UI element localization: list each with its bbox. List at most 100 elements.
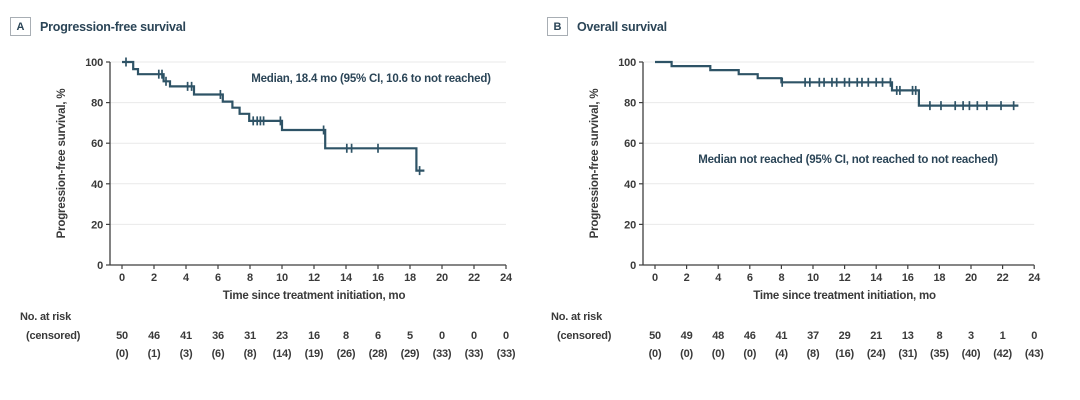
x-axis-title: Time since treatment initiation, mo: [223, 290, 406, 302]
censored-count: (8): [807, 348, 820, 360]
y-tick-label: 60: [91, 138, 103, 150]
y-tick-label: 40: [91, 179, 103, 191]
censored-count: (40): [962, 348, 981, 360]
x-tick-label: 16: [902, 272, 914, 284]
y-tick-label: 40: [624, 179, 636, 191]
at-risk-count: 3: [968, 330, 974, 342]
y-tick-label: 0: [630, 260, 636, 272]
at-risk-count: 46: [148, 330, 160, 342]
at-risk-count: 41: [775, 330, 787, 342]
censored-count: (14): [273, 348, 292, 360]
censored-count: (33): [465, 348, 484, 360]
y-tick-label: 80: [91, 98, 103, 110]
at-risk-count: 16: [308, 330, 320, 342]
survival-curve: [655, 60, 1019, 107]
x-tick-label: 2: [684, 272, 690, 284]
at-risk-count: 37: [807, 330, 819, 342]
at-risk-count: 29: [839, 330, 851, 342]
censored-count: (0): [649, 348, 662, 360]
at-risk-count: 49: [681, 330, 693, 342]
median-annotation: Median not reached (95% CI, not reached …: [698, 154, 998, 166]
censored-count: (6): [212, 348, 225, 360]
at-risk-count: 31: [244, 330, 256, 342]
censored-count: (42): [993, 348, 1012, 360]
panel-a-header: A Progression-free survival: [10, 17, 186, 36]
at-risk-count: 1: [1000, 330, 1006, 342]
censored-count: (0): [680, 348, 693, 360]
censored-count: (43): [1025, 348, 1044, 360]
at-risk-count: 21: [870, 330, 882, 342]
censored-count: (3): [180, 348, 193, 360]
censored-count: (24): [867, 348, 886, 360]
y-axis-title: Progression-free survival, %: [56, 89, 68, 239]
x-tick-label: 24: [500, 272, 513, 284]
at-risk-count: 46: [744, 330, 756, 342]
censored-count: (28): [369, 348, 388, 360]
at-risk-count: 0: [471, 330, 477, 342]
censored-count: (19): [305, 348, 324, 360]
y-tick-label: 20: [91, 219, 103, 231]
panel-b-header: B Overall survival: [547, 17, 667, 36]
at-risk-count: 0: [1031, 330, 1037, 342]
x-tick-label: 10: [276, 272, 288, 284]
x-tick-label: 4: [715, 272, 722, 284]
at-risk-count: 48: [712, 330, 724, 342]
censored-count: (16): [835, 348, 854, 360]
at-risk-count: 0: [503, 330, 509, 342]
at-risk-count: 50: [649, 330, 661, 342]
x-tick-label: 18: [933, 272, 945, 284]
x-tick-label: 0: [652, 272, 658, 284]
panel-b-label-box: B: [547, 17, 568, 36]
x-tick-label: 22: [468, 272, 480, 284]
y-tick-label: 0: [97, 260, 103, 272]
y-axis-title: Progression-free survival, %: [589, 89, 601, 239]
at-risk-count: 6: [375, 330, 381, 342]
y-tick-label: 20: [624, 219, 636, 231]
survival-curve: [122, 60, 425, 172]
y-tick-label: 100: [85, 57, 103, 69]
at-risk-count: 36: [212, 330, 224, 342]
x-tick-label: 14: [870, 272, 883, 284]
x-tick-label: 14: [340, 272, 353, 284]
censored-count: (26): [337, 348, 356, 360]
x-tick-label: 24: [1028, 272, 1041, 284]
censored-count: (1): [148, 348, 161, 360]
at-risk-count: 5: [407, 330, 413, 342]
at-risk-count: 23: [276, 330, 288, 342]
censored-count: (29): [401, 348, 420, 360]
x-axis-title: Time since treatment initiation, mo: [753, 290, 936, 302]
censored-count: (4): [775, 348, 788, 360]
at-risk-count: 13: [902, 330, 914, 342]
at-risk-count: 50: [116, 330, 128, 342]
at-risk-count: 8: [343, 330, 349, 342]
x-tick-label: 6: [215, 272, 221, 284]
censored-count: (0): [116, 348, 129, 360]
x-tick-label: 10: [807, 272, 819, 284]
censored-count: (33): [497, 348, 516, 360]
at-risk-row-label: No. at risk: [20, 311, 72, 323]
panel-a-label-box: A: [10, 17, 31, 36]
x-tick-label: 12: [839, 272, 851, 284]
censored-count: (31): [898, 348, 917, 360]
x-tick-label: 16: [372, 272, 384, 284]
x-tick-label: 22: [997, 272, 1009, 284]
y-tick-label: 80: [624, 98, 636, 110]
censored-count: (35): [930, 348, 949, 360]
at-risk-count: 8: [936, 330, 942, 342]
y-tick-label: 100: [618, 57, 636, 69]
censored-row-label: (censored): [557, 330, 612, 342]
x-tick-label: 8: [247, 272, 253, 284]
censored-count: (8): [244, 348, 257, 360]
x-tick-label: 18: [404, 272, 416, 284]
x-tick-label: 8: [778, 272, 784, 284]
censored-row-label: (censored): [26, 330, 81, 342]
at-risk-count: 0: [439, 330, 445, 342]
x-tick-label: 0: [119, 272, 125, 284]
x-tick-label: 20: [436, 272, 448, 284]
censored-count: (0): [712, 348, 725, 360]
censored-count: (33): [433, 348, 452, 360]
panel-b-title: Overall survival: [577, 19, 667, 34]
